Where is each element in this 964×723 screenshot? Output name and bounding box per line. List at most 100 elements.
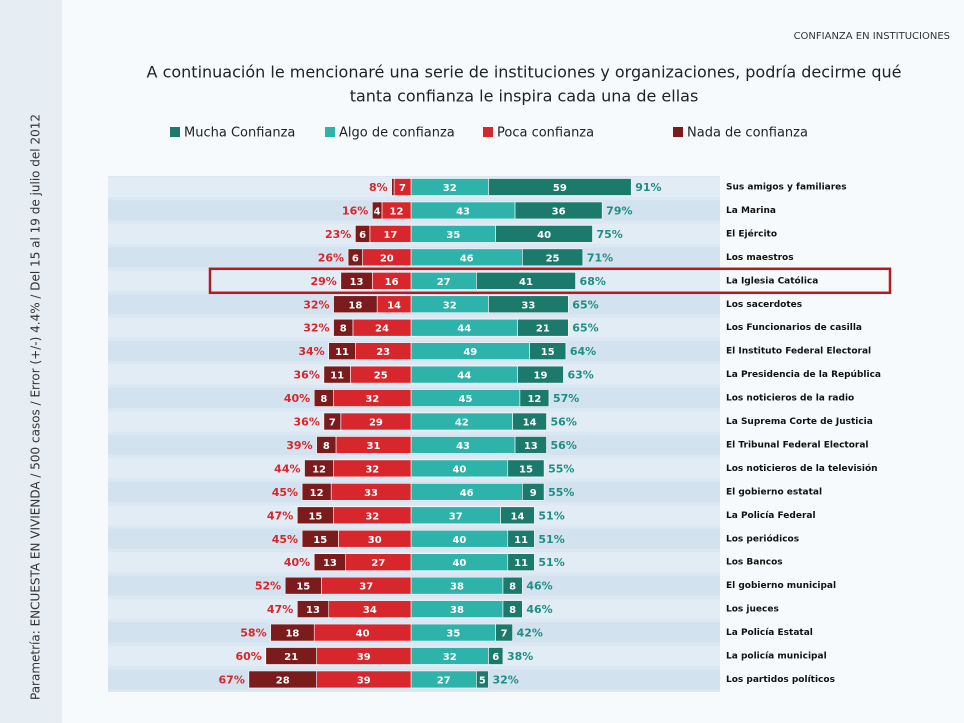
positive-total: 65% <box>572 298 598 311</box>
segment-label: 17 <box>383 230 397 241</box>
legend-swatch <box>325 127 335 137</box>
negative-total: 26% <box>318 251 344 264</box>
positive-total: 46% <box>526 580 552 593</box>
segment-label: 46 <box>460 488 474 499</box>
positive-total: 75% <box>597 228 623 241</box>
segment-label: 45 <box>458 394 472 405</box>
category-label: El Ejército <box>726 228 777 239</box>
category-label: La policía municipal <box>726 652 827 662</box>
segment-label: 41 <box>519 277 533 288</box>
category-label: Los noticieros de la televisión <box>726 463 878 474</box>
segment-label: 13 <box>323 558 337 569</box>
category-label: El Instituto Federal Electoral <box>726 347 871 357</box>
segment-label: 33 <box>521 300 535 311</box>
negative-total: 34% <box>298 345 324 358</box>
segment-label: 11 <box>335 347 349 358</box>
legend-swatch <box>483 127 493 137</box>
subtitle: tanta confianza le inspira cada una de e… <box>350 87 699 106</box>
chart-title: CONFIANZA EN INSTITUCIONES <box>794 31 950 42</box>
category-label: Los periódicos <box>726 533 799 544</box>
positive-total: 55% <box>548 486 574 499</box>
negative-total: 47% <box>267 509 293 522</box>
segment-label: 7 <box>329 418 336 429</box>
positive-total: 51% <box>538 556 564 569</box>
segment-label: 15 <box>313 535 327 546</box>
category-label: La Suprema Corte de Justicia <box>726 417 873 427</box>
segment-label: 27 <box>437 675 451 686</box>
segment-label: 40 <box>452 535 466 546</box>
positive-total: 57% <box>553 392 579 405</box>
category-label: La Policía Estatal <box>726 628 813 638</box>
segment-label: 6 <box>359 230 366 241</box>
legend-label: Algo de confianza <box>339 126 455 141</box>
category-label: Los maestros <box>726 253 794 263</box>
segment-label: 38 <box>450 605 464 616</box>
segment-label: 7 <box>501 629 508 640</box>
negative-total: 40% <box>284 392 310 405</box>
segment-label: 31 <box>367 441 381 452</box>
segment-label: 11 <box>514 558 528 569</box>
subtitle: A continuación le mencionaré una serie d… <box>147 63 902 82</box>
segment-label: 42 <box>455 418 469 429</box>
negative-total: 45% <box>272 533 298 546</box>
segment-label: 30 <box>368 535 382 546</box>
positive-total: 56% <box>551 439 577 452</box>
legend-swatch <box>170 127 180 137</box>
positive-total: 42% <box>517 627 543 640</box>
positive-total: 55% <box>548 462 574 475</box>
segment-label: 21 <box>284 652 298 663</box>
negative-total: 16% <box>342 204 368 217</box>
negative-total: 32% <box>303 322 329 335</box>
segment-label: 18 <box>348 300 362 311</box>
segment-label: 11 <box>330 371 344 382</box>
segment-label: 32 <box>443 652 457 663</box>
segment-label: 12 <box>527 394 541 405</box>
negative-total: 8% <box>369 181 388 194</box>
legend-label: Poca confianza <box>497 126 594 141</box>
category-label: Los noticieros de la radio <box>726 394 854 404</box>
segment-label: 5 <box>479 675 486 686</box>
legend-label: Mucha Confianza <box>184 126 295 141</box>
category-label: La Marina <box>726 206 776 216</box>
category-label: Los partidos políticos <box>726 675 835 685</box>
segment-label: 49 <box>463 347 477 358</box>
negative-total: 58% <box>240 627 266 640</box>
category-label: Los jueces <box>726 605 779 615</box>
segment-label: 21 <box>536 324 550 335</box>
negative-total: 67% <box>219 673 245 686</box>
segment-label: 15 <box>296 582 310 593</box>
positive-total: 51% <box>538 509 564 522</box>
category-label: Los Bancos <box>726 558 783 568</box>
positive-total: 51% <box>538 533 564 546</box>
positive-total: 68% <box>580 275 606 288</box>
segment-label: 44 <box>457 371 471 382</box>
segment-label: 35 <box>446 230 460 241</box>
negative-total: 40% <box>284 556 310 569</box>
source: Parametría: ENCUESTA EN VIVIENDA / 500 c… <box>29 114 43 700</box>
segment-label: 32 <box>443 300 457 311</box>
legend-label: Nada de confianza <box>687 126 808 141</box>
category-label: La Policía Federal <box>726 511 816 521</box>
segment-label: 35 <box>446 629 460 640</box>
segment-label: 37 <box>449 511 463 522</box>
category-label: La Iglesia Católica <box>726 275 818 286</box>
segment-label: 13 <box>306 605 320 616</box>
segment-label: 33 <box>364 488 378 499</box>
segment-label: 8 <box>323 441 330 452</box>
segment-label: 14 <box>387 300 401 311</box>
segment-label: 15 <box>308 511 322 522</box>
segment-label: 12 <box>312 464 326 475</box>
segment-label: 8 <box>509 605 516 616</box>
category-label: Los sacerdotes <box>726 300 802 310</box>
negative-total: 44% <box>274 462 300 475</box>
positive-total: 32% <box>492 673 518 686</box>
segment-label: 40 <box>356 629 370 640</box>
positive-total: 64% <box>570 345 596 358</box>
positive-total: 79% <box>606 204 632 217</box>
segment-label: 25 <box>546 253 560 264</box>
segment-label: 13 <box>524 441 538 452</box>
segment-label: 46 <box>460 253 474 264</box>
segment-label: 9 <box>530 488 537 499</box>
positive-total: 46% <box>526 603 552 616</box>
positive-total: 56% <box>551 416 577 429</box>
